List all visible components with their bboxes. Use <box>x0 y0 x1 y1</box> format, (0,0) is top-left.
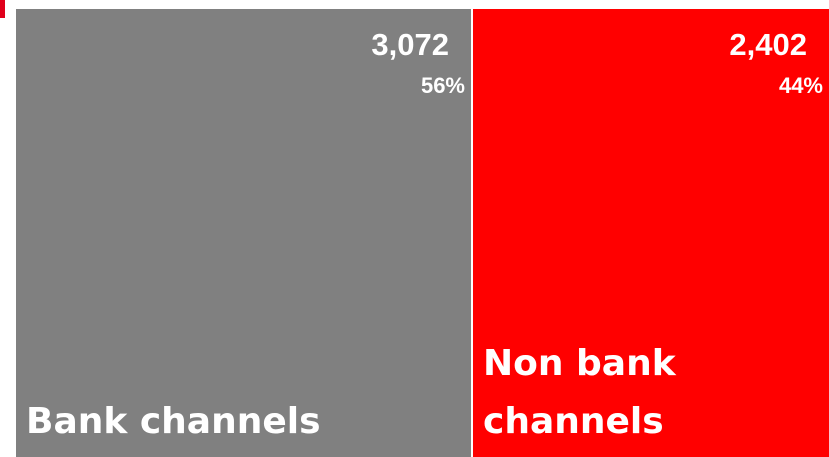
corner-accent <box>0 0 5 18</box>
tile-category-label: Bank channels <box>26 393 321 451</box>
tile-category-label-line: Bank channels <box>26 401 321 442</box>
treemap-tile-bank-channels: 3,072 56% Bank channels <box>16 9 471 457</box>
treemap-tile-non-bank-channels: 2,402 44% Non bank channels <box>473 9 829 457</box>
tile-category-label: Non bank channels <box>483 335 676 451</box>
tile-percent-label: 56% <box>420 73 465 98</box>
tile-value-label: 2,402 <box>729 27 807 62</box>
tile-value-label: 3,072 <box>371 27 449 62</box>
tile-percent-label: 44% <box>778 73 823 98</box>
tile-category-label-line: Non bank <box>483 343 676 384</box>
tile-category-label-line: channels <box>483 401 664 442</box>
